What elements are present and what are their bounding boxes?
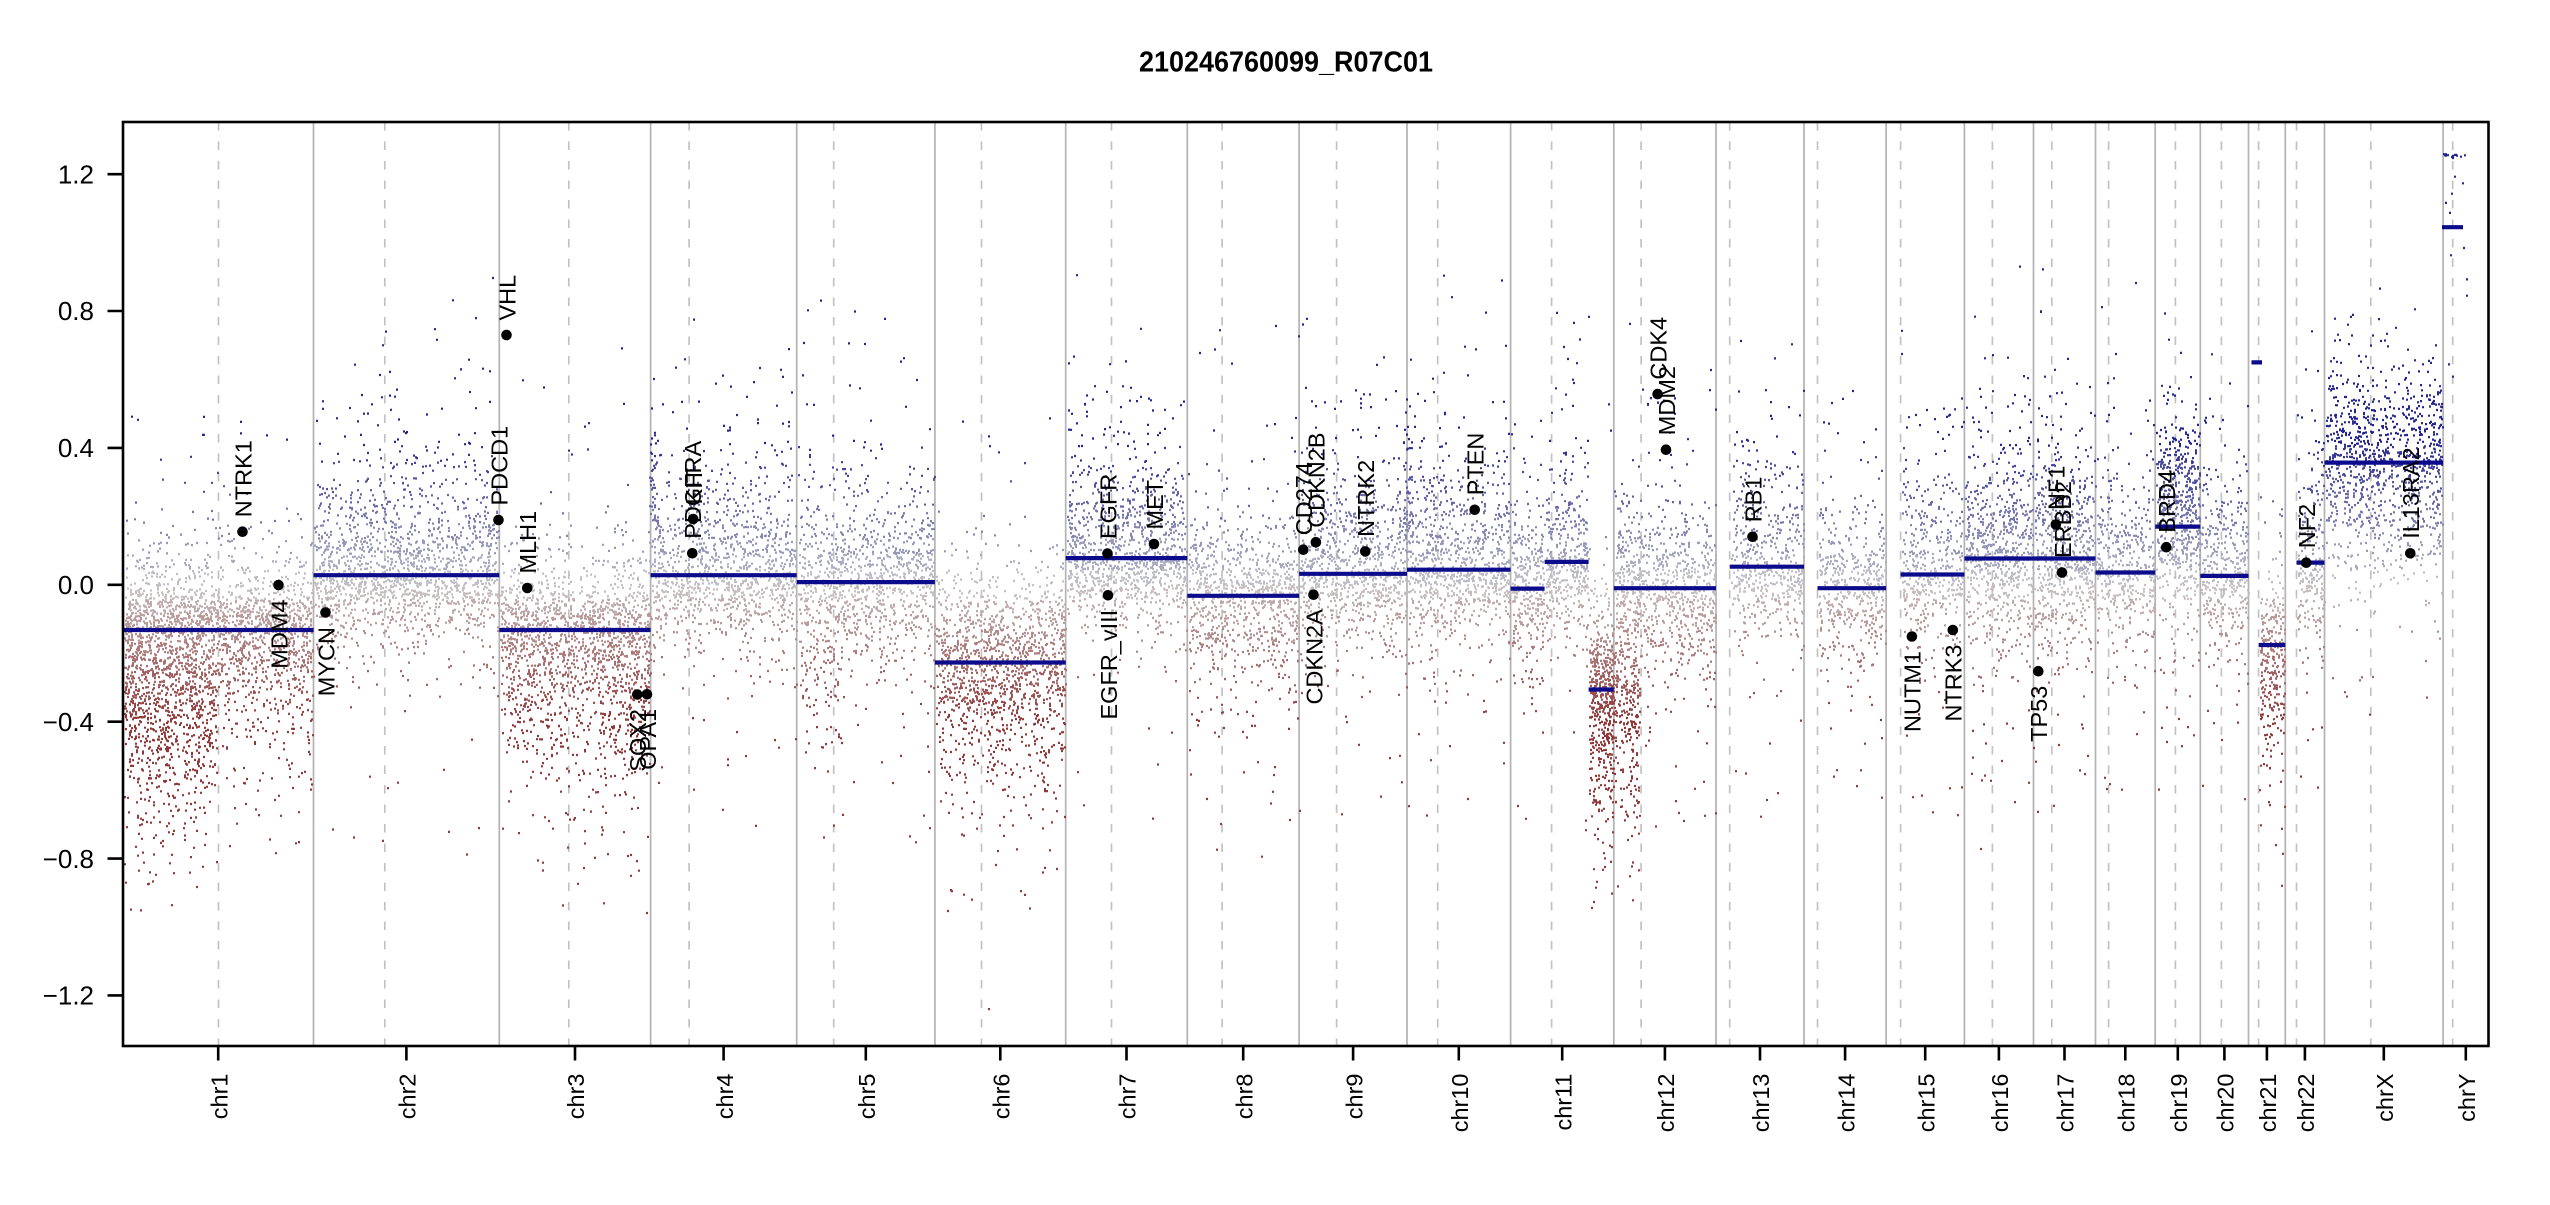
svg-text:0.0: 0.0 [58,570,94,600]
svg-text:chrX: chrX [2372,1073,2398,1122]
svg-text:chr6: chr6 [989,1074,1015,1120]
svg-text:chr15: chr15 [1913,1074,1939,1133]
svg-text:0.8: 0.8 [58,296,94,326]
svg-text:MDM2: MDM2 [1654,366,1680,435]
svg-text:chr19: chr19 [2166,1074,2192,1133]
svg-text:chr12: chr12 [1653,1074,1679,1133]
svg-text:MDM4: MDM4 [266,600,292,669]
svg-text:CDK4: CDK4 [1645,317,1671,380]
svg-text:chr8: chr8 [1231,1074,1257,1120]
svg-text:chr4: chr4 [712,1074,738,1120]
svg-text:NF1: NF1 [2044,466,2070,510]
svg-text:NF2: NF2 [2294,504,2320,548]
svg-text:chr14: chr14 [1833,1074,1859,1133]
svg-text:MET: MET [1142,480,1168,530]
svg-text:EGFR: EGFR [1095,474,1121,539]
svg-text:BRD4: BRD4 [2154,470,2180,533]
svg-text:chr7: chr7 [1115,1074,1141,1120]
svg-text:chr9: chr9 [1341,1074,1367,1120]
svg-text:VHL: VHL [494,275,520,321]
svg-text:PDCD1: PDCD1 [486,426,512,506]
svg-text:chr2: chr2 [395,1074,421,1120]
svg-text:NUTM1: NUTM1 [1900,651,1926,732]
svg-text:chr18: chr18 [2114,1074,2140,1133]
svg-text:OPA1: OPA1 [635,709,661,770]
svg-text:MLH1: MLH1 [515,511,541,574]
svg-text:−0.8: −0.8 [43,844,94,874]
svg-text:0.4: 0.4 [58,433,94,463]
svg-text:chr10: chr10 [1447,1074,1473,1133]
svg-text:NTRK3: NTRK3 [1941,645,1967,722]
svg-text:TP53: TP53 [2026,686,2052,742]
svg-text:ERBB2: ERBB2 [2050,481,2076,558]
svg-text:NTRK2: NTRK2 [1353,460,1379,537]
svg-text:chrY: chrY [2454,1073,2480,1122]
svg-text:1.2: 1.2 [58,159,94,189]
svg-text:chr17: chr17 [2053,1074,2079,1133]
svg-text:chr11: chr11 [1550,1074,1576,1131]
svg-text:−0.4: −0.4 [43,707,94,737]
svg-text:−1.2: −1.2 [43,981,94,1011]
svg-text:chr22: chr22 [2293,1074,2319,1133]
svg-text:CD274: CD274 [1291,462,1317,535]
svg-text:chr13: chr13 [1748,1074,1774,1133]
svg-text:RB1: RB1 [1740,477,1766,523]
svg-text:MYCN: MYCN [313,627,339,696]
svg-text:NTRK1: NTRK1 [230,440,256,517]
svg-text:210246760099_R07C01: 210246760099_R07C01 [1139,46,1433,78]
svg-text:chr3: chr3 [563,1074,589,1120]
svg-text:CDKN2B: CDKN2B [1304,432,1330,527]
svg-text:chr1: chr1 [206,1074,232,1120]
svg-text:IL13RA2: IL13RA2 [2398,447,2424,538]
svg-text:CDKN2A: CDKN2A [1301,609,1327,705]
svg-text:chr20: chr20 [2213,1074,2239,1133]
svg-text:PDGFRA: PDGFRA [680,441,706,539]
svg-text:KIT: KIT [681,468,707,505]
svg-text:SOX2: SOX2 [625,709,651,772]
svg-text:chr21: chr21 [2255,1074,2281,1133]
svg-text:chr16: chr16 [1987,1074,2013,1133]
svg-text:chr5: chr5 [854,1074,880,1120]
svg-text:PTEN: PTEN [1463,433,1489,496]
svg-text:EGFR_vIII: EGFR_vIII [1096,610,1122,720]
